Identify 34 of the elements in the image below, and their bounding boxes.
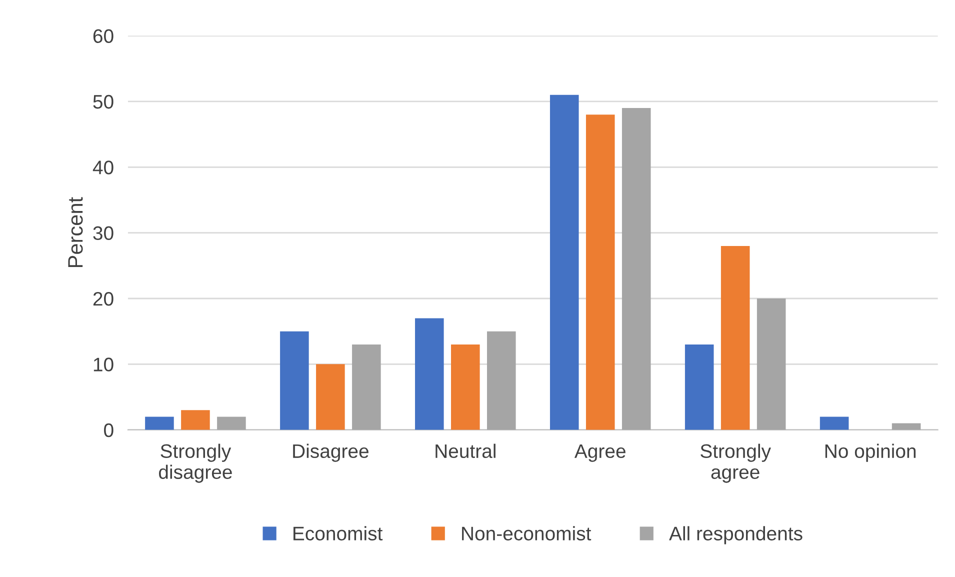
bar [684, 344, 714, 430]
y-tick-label: 30 [93, 226, 114, 240]
bar [145, 416, 174, 430]
legend-label: Non-economist [462, 526, 592, 540]
y-axis-title: Percent [68, 197, 83, 268]
x-tick-label: Strongly agree [700, 444, 771, 483]
bar [352, 344, 381, 430]
bar [720, 246, 750, 430]
bar [415, 318, 444, 430]
bar [181, 410, 210, 430]
x-tick-label: Agree [574, 444, 626, 462]
x-tick-label: Disagree [293, 444, 368, 462]
bar [820, 416, 849, 430]
bar [280, 331, 309, 430]
x-tick-label: No opinion [825, 444, 916, 462]
bar [550, 94, 579, 430]
y-tick-label: 60 [93, 29, 114, 44]
y-tick-label: 40 [92, 160, 114, 174]
y-tick-label: 10 [94, 358, 114, 372]
x-tick-label: Neutral [436, 444, 496, 458]
y-tick-label: 20 [93, 292, 114, 306]
bar [217, 416, 246, 430]
bar [892, 423, 921, 430]
legend-label: Economist [294, 526, 383, 540]
bar [622, 108, 651, 430]
bar [756, 298, 786, 430]
bar [487, 331, 516, 430]
y-tick-label: 0 [104, 423, 114, 438]
bar [586, 114, 615, 430]
legend-label: All respondents [669, 526, 802, 544]
x-tick-label: Strongly disagree [158, 444, 232, 483]
bar [451, 344, 480, 430]
y-tick-label: 50 [93, 94, 114, 109]
bar [316, 364, 345, 430]
